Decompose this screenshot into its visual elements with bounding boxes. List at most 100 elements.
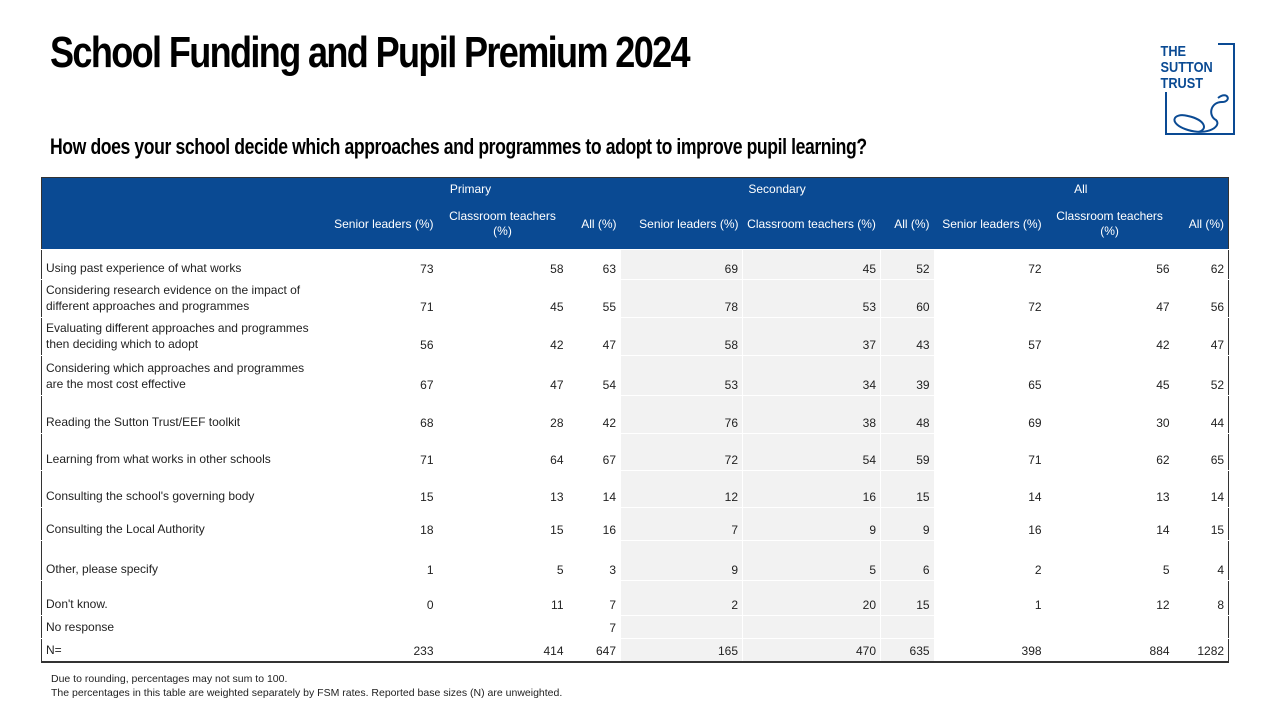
table-cell: 71: [320, 279, 438, 318]
table-cell: 14: [567, 470, 621, 508]
table-cell: 56: [320, 317, 438, 356]
row-label: Consulting the Local Authority: [41, 507, 321, 541]
table-cell: 45: [437, 279, 568, 318]
table-cell: 54: [567, 355, 621, 396]
table-cell: 63: [567, 249, 621, 280]
table-cell: 647: [567, 638, 621, 662]
table-cell: 72: [933, 249, 1046, 280]
table-cell: 62: [1173, 249, 1229, 280]
table-cell: 13: [1045, 470, 1174, 508]
column-header: Classroom teachers (%): [1045, 199, 1174, 250]
table-cell: 9: [880, 507, 934, 541]
table-cell: 34: [742, 355, 881, 396]
column-header: Senior leaders (%): [620, 199, 743, 250]
table-cell: 14: [1173, 470, 1229, 508]
table-row: N= 233 414 647 165 470 635 398 884 1282: [41, 638, 1229, 662]
table-cell: 76: [620, 395, 743, 434]
footnote: Due to rounding, percentages may not sum…: [51, 673, 288, 685]
row-label: Learning from what works in other school…: [41, 433, 321, 471]
table-row: Evaluating different approaches and prog…: [41, 317, 1229, 356]
table-cell: 62: [1045, 433, 1174, 471]
table-cell: 1: [320, 540, 438, 581]
table-row: Learning from what works in other school…: [41, 433, 1229, 471]
table-cell: 9: [620, 540, 743, 581]
table-cell: 71: [933, 433, 1046, 471]
footnote: The percentages in this table are weight…: [51, 687, 563, 699]
table-cell: 65: [1173, 433, 1229, 471]
table-cell: 165: [620, 638, 743, 662]
table-cell: 47: [567, 317, 621, 356]
table-cell: 53: [742, 279, 881, 318]
table-cell: 5: [742, 540, 881, 581]
table-cell: 42: [437, 317, 568, 356]
table-cell: 15: [1173, 507, 1229, 541]
table-row: Other, please specify 1 5 3 9 5 6 2 5 4: [41, 540, 1229, 581]
table-cell: 16: [742, 470, 881, 508]
row-label: Don't know.: [41, 580, 321, 616]
table-cell: 15: [880, 580, 934, 616]
table-cell: 54: [742, 433, 881, 471]
table-cell: [933, 615, 1046, 639]
table-cell: 42: [567, 395, 621, 434]
table-cell: [880, 615, 934, 639]
sutton-trust-logo: THE SUTTON TRUST: [1160, 42, 1235, 135]
svg-text:THE: THE: [1161, 42, 1186, 59]
table-cell: 414: [437, 638, 568, 662]
table-cell: 5: [1045, 540, 1174, 581]
table-cell: 38: [742, 395, 881, 434]
row-label: N=: [41, 638, 321, 662]
table-cell: 68: [320, 395, 438, 434]
row-label: Reading the Sutton Trust/EEF toolkit: [41, 395, 321, 434]
table-cell: 59: [880, 433, 934, 471]
table-cell: 635: [880, 638, 934, 662]
table-cell: 15: [437, 507, 568, 541]
column-header: All (%): [1173, 199, 1229, 250]
table-cell: 52: [880, 249, 934, 280]
table-cell: 9: [742, 507, 881, 541]
table-cell: 67: [320, 355, 438, 396]
table-cell: [620, 615, 743, 639]
column-header: Classroom teachers (%): [437, 199, 568, 250]
table-cell: 42: [1045, 317, 1174, 356]
table-row: Considering research evidence on the imp…: [41, 279, 1229, 318]
table-cell: 2: [933, 540, 1046, 581]
row-label: Other, please specify: [41, 540, 321, 581]
table-cell: 69: [933, 395, 1046, 434]
column-header-row: Senior leaders (%) Classroom teachers (%…: [41, 199, 1229, 250]
table-cell: 69: [620, 249, 743, 280]
table-cell: 14: [933, 470, 1046, 508]
table-cell: 15: [880, 470, 934, 508]
group-header: Secondary: [620, 177, 934, 199]
table-cell: 45: [742, 249, 881, 280]
table-row: Considering which approaches and program…: [41, 355, 1229, 396]
column-header: Classroom teachers (%): [742, 199, 881, 250]
table-cell: 0: [320, 580, 438, 616]
table-cell: [320, 615, 438, 639]
table-cell: 72: [620, 433, 743, 471]
table-cell: 5: [437, 540, 568, 581]
table-cell: 64: [437, 433, 568, 471]
table-cell: 12: [620, 470, 743, 508]
table-cell: 56: [1045, 249, 1174, 280]
table-cell: 6: [880, 540, 934, 581]
table-row: Consulting the school's governing body 15…: [41, 470, 1229, 508]
svg-text:SUTTON: SUTTON: [1161, 58, 1213, 75]
table-row: Reading the Sutton Trust/EEF toolkit 68 28…: [41, 395, 1229, 434]
table-cell: 470: [742, 638, 881, 662]
table-cell: 56: [1173, 279, 1229, 318]
table-cell: 58: [620, 317, 743, 356]
column-header: Senior leaders (%): [320, 199, 438, 250]
table-cell: 48: [880, 395, 934, 434]
table-cell: 13: [437, 470, 568, 508]
table-cell: 67: [567, 433, 621, 471]
results-table: Primary Secondary All Senior leaders (%)…: [41, 177, 1230, 663]
table-cell: 58: [437, 249, 568, 280]
table-cell: 28: [437, 395, 568, 434]
table-cell: 1: [933, 580, 1046, 616]
table-cell: 4: [1173, 540, 1229, 581]
table-cell: 44: [1173, 395, 1229, 434]
table-cell: 16: [933, 507, 1046, 541]
table-cell: 30: [1045, 395, 1174, 434]
table-cell: 53: [620, 355, 743, 396]
table-cell: 72: [933, 279, 1046, 318]
